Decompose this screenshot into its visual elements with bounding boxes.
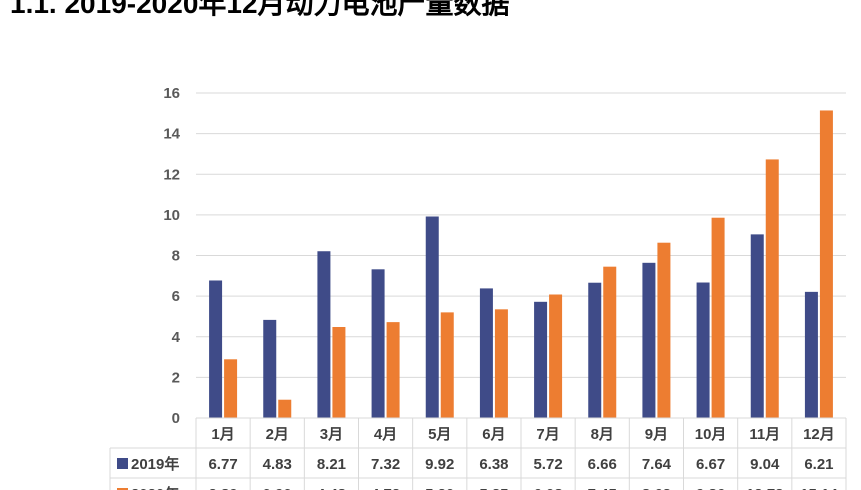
category-label: 2月 xyxy=(266,426,289,443)
bar-2019 xyxy=(750,234,764,418)
section-heading: 1.1. 2019-2020年12月动力电池产量数据 xyxy=(10,0,510,19)
bar-2019 xyxy=(479,288,493,418)
bar-2019 xyxy=(263,319,277,418)
data-table-value: 0.90 xyxy=(263,486,292,490)
data-table-value: 9.04 xyxy=(750,456,780,473)
data-table-value: 8.21 xyxy=(317,456,346,473)
bar-2020 xyxy=(224,359,238,418)
legend-label: 2019年 xyxy=(131,455,179,473)
category-label: 7月 xyxy=(536,426,559,443)
bar-2020 xyxy=(765,159,779,418)
data-table-value: 5.20 xyxy=(425,486,454,490)
data-table-value: 6.67 xyxy=(696,456,725,473)
legend-label: 2020年 xyxy=(131,485,179,490)
data-table-value: 6.08 xyxy=(533,486,562,490)
category-label: 11月 xyxy=(749,426,780,443)
category-label: 8月 xyxy=(591,426,614,443)
bar-2020 xyxy=(819,110,833,418)
data-table-value: 9.86 xyxy=(696,486,725,490)
y-tick-label: 4 xyxy=(172,329,181,346)
bar-2020 xyxy=(657,242,671,418)
bar-2020 xyxy=(278,399,292,418)
y-tick-label: 10 xyxy=(163,207,180,224)
bar-2019 xyxy=(642,262,656,418)
y-tick-label: 12 xyxy=(163,166,180,183)
data-table-value: 6.21 xyxy=(804,456,833,473)
bar-2019 xyxy=(588,282,602,418)
bar-2020 xyxy=(603,266,617,418)
bar-2019 xyxy=(534,301,548,418)
data-table-value: 7.45 xyxy=(588,486,617,490)
bar-2019 xyxy=(209,280,223,418)
data-table-value: 5.72 xyxy=(533,456,562,473)
data-table-value: 9.92 xyxy=(425,456,454,473)
data-table-value: 4.48 xyxy=(317,486,346,490)
category-label: 6月 xyxy=(482,426,505,443)
y-tick-label: 2 xyxy=(172,369,180,386)
bar-2020 xyxy=(332,327,346,418)
data-table-value: 7.32 xyxy=(371,456,400,473)
category-label: 3月 xyxy=(320,426,343,443)
y-tick-label: 14 xyxy=(163,126,180,143)
y-tick-label: 6 xyxy=(172,288,180,305)
data-table-value: 6.77 xyxy=(208,456,237,473)
data-table-value: 6.66 xyxy=(588,456,617,473)
bar-2020 xyxy=(494,309,508,418)
data-table-value: 4.72 xyxy=(371,486,400,490)
bar-2020 xyxy=(386,322,400,418)
category-label: 5月 xyxy=(428,426,451,443)
data-table-value: 5.35 xyxy=(479,486,508,490)
bar-2019 xyxy=(804,291,818,418)
category-label: 4月 xyxy=(374,426,397,443)
data-table-value: 6.38 xyxy=(479,456,508,473)
data-table-value: 4.83 xyxy=(263,456,292,473)
data-table-value: 15.14 xyxy=(800,486,838,490)
category-label: 1月 xyxy=(211,426,234,443)
category-label: 12月 xyxy=(803,426,835,443)
data-table-value: 8.63 xyxy=(642,486,671,490)
bar-2019 xyxy=(425,216,439,418)
bar-2019 xyxy=(696,282,710,418)
data-table-value: 12.73 xyxy=(746,486,784,490)
bar-2020 xyxy=(711,217,725,418)
legend-key-2020 xyxy=(117,488,128,490)
data-table-value: 7.64 xyxy=(642,456,672,473)
bar-2019 xyxy=(317,251,331,418)
bar-2019 xyxy=(371,269,385,418)
bar-2020 xyxy=(549,294,563,418)
data-table-value: 2.89 xyxy=(208,486,237,490)
category-label: 9月 xyxy=(645,426,668,443)
y-tick-label: 8 xyxy=(172,248,180,265)
y-tick-label: 0 xyxy=(172,410,180,427)
y-tick-label: 16 xyxy=(163,85,180,102)
bar-2020 xyxy=(440,312,454,418)
category-label: 10月 xyxy=(695,426,727,443)
legend-key-2019 xyxy=(117,458,128,469)
